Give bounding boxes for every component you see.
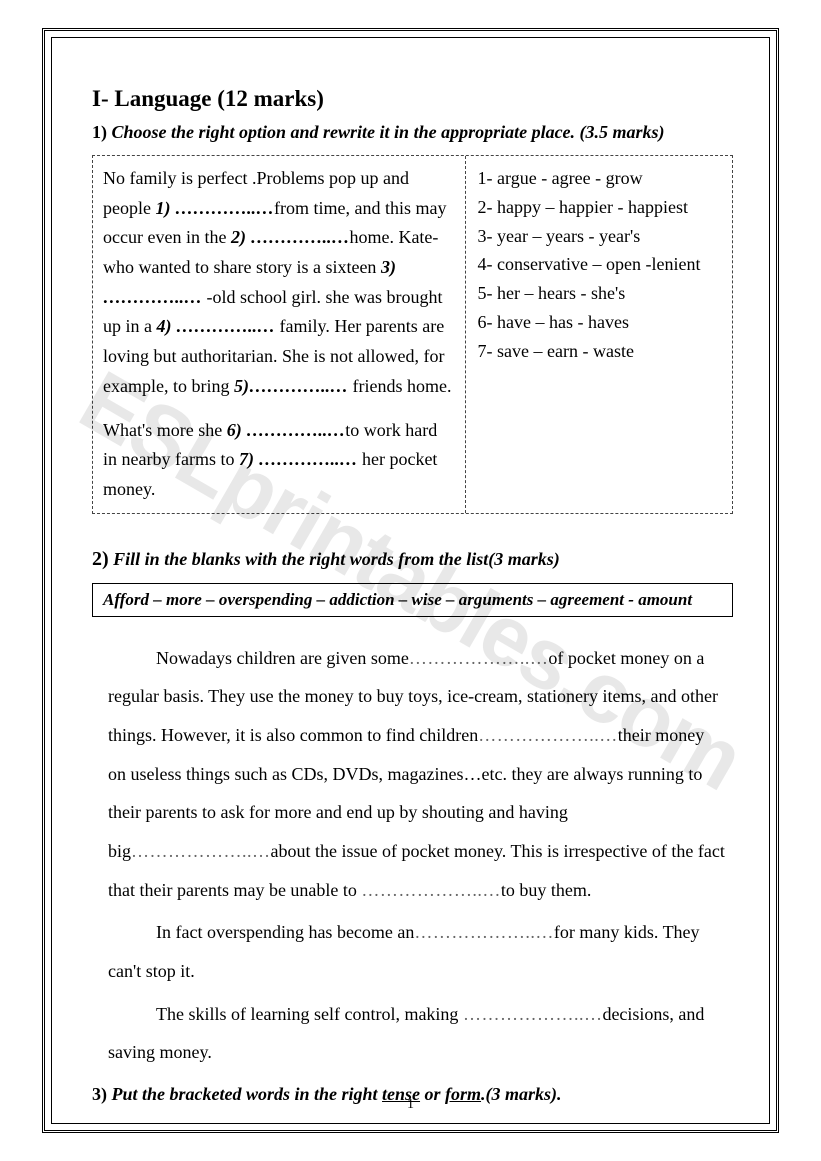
option-7: 7- save – earn - waste — [478, 337, 720, 366]
text: to buy them. — [501, 880, 592, 900]
text: The skills of learning self control, mak… — [156, 1004, 463, 1024]
q1-passage: No family is perfect .Problems pop up an… — [93, 156, 466, 513]
q1-text: Choose the right option and rewrite it i… — [112, 122, 665, 142]
section-heading: I- Language (12 marks) — [92, 86, 733, 112]
q1-para1: No family is perfect .Problems pop up an… — [103, 164, 455, 402]
q1-options: 1- argue - agree - grow 2- happy – happi… — [466, 156, 732, 513]
option-1: 1- argue - agree - grow — [478, 164, 720, 193]
page-number: 1 — [52, 1097, 769, 1113]
option-4: 4- conservative – open -lenient — [478, 250, 720, 279]
q1-instruction: 1) Choose the right option and rewrite i… — [92, 122, 733, 143]
blank-1: 1) …………..… — [155, 198, 274, 218]
outer-frame: ESLprintables.com I- Language (12 marks)… — [42, 28, 779, 1133]
q2-num: 2) — [92, 548, 109, 570]
q2-instruction: 2) Fill in the blanks with the right wor… — [92, 548, 733, 571]
q1-box: No family is perfect .Problems pop up an… — [92, 155, 733, 514]
blank-7: 7) …………..… — [239, 449, 358, 469]
q1-para2: What's more she 6) …………..…to work hard i… — [103, 416, 455, 505]
blank: ………………..… — [131, 841, 271, 861]
option-3: 3- year – years - year's — [478, 222, 720, 251]
text: What's more she — [103, 420, 227, 440]
blank: ………………..… — [409, 648, 549, 668]
inner-frame: ESLprintables.com I- Language (12 marks)… — [51, 37, 770, 1124]
text: friends home. — [348, 376, 451, 396]
blank: ………………..… — [463, 1004, 603, 1024]
q2-para1: Nowadays children are given some………………..… — [108, 639, 725, 910]
word-list-box: Afford – more – overspending – addiction… — [92, 583, 733, 617]
q2-text: Fill in the blanks with the right words … — [113, 549, 560, 569]
blank-2: 2) …………..… — [231, 227, 350, 247]
blank-4: 4) …………..… — [157, 316, 276, 336]
blank: ………………..… — [478, 725, 618, 745]
blank-6: 6) …………..… — [227, 420, 346, 440]
option-5: 5- her – hears - she's — [478, 279, 720, 308]
q1-num: 1) — [92, 122, 107, 142]
q2-para3: The skills of learning self control, mak… — [108, 995, 725, 1072]
q2-para2: In fact overspending has become an………………… — [108, 913, 725, 990]
option-2: 2- happy – happier - happiest — [478, 193, 720, 222]
blank-5: 5)…………..… — [234, 376, 348, 396]
text: In fact overspending has become an — [156, 922, 414, 942]
option-6: 6- have – has - haves — [478, 308, 720, 337]
text: Nowadays children are given some — [156, 648, 409, 668]
blank: ………………..… — [414, 922, 554, 942]
q2-body: Nowadays children are given some………………..… — [92, 639, 733, 1073]
blank: ………………..… — [361, 880, 501, 900]
